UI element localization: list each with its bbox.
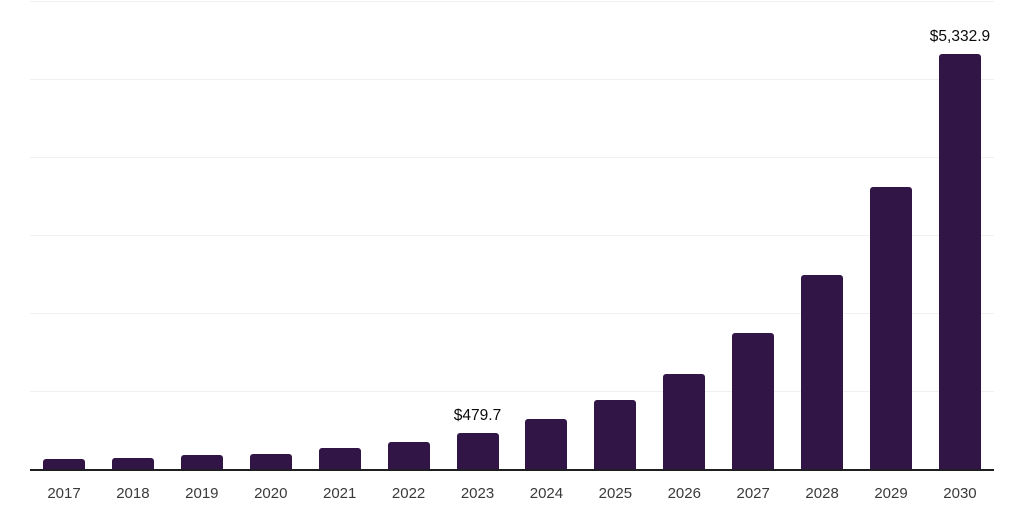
x-tick-2021: 2021	[322, 485, 357, 502]
bar-2029	[870, 186, 913, 470]
gridline-5000	[30, 79, 994, 80]
bar-2020	[249, 454, 292, 470]
x-tick-2017: 2017	[47, 485, 81, 502]
x-tick-2020: 2020	[254, 485, 288, 502]
bar-2027	[732, 332, 775, 470]
x-axis-line	[30, 469, 994, 471]
bar-2023	[456, 432, 499, 470]
gridline-3000	[30, 235, 994, 236]
plot-area: $479.7 $5,332.9	[30, 1, 994, 470]
x-tick-2018: 2018	[116, 485, 150, 502]
x-tick-2029: 2029	[874, 485, 908, 502]
bar-2030	[938, 54, 981, 470]
bar-2019	[180, 455, 223, 470]
x-tick-2023: 2023	[460, 485, 495, 502]
bar-2024	[525, 419, 568, 470]
bar-2021	[318, 448, 361, 470]
bar-2017	[43, 459, 85, 470]
gridline-1000	[30, 391, 994, 392]
x-tick-2019: 2019	[185, 485, 219, 502]
x-tick-2022: 2022	[391, 485, 426, 502]
x-tick-2030: 2030	[943, 485, 977, 502]
x-tick-2027: 2027	[736, 485, 770, 502]
bar-2018	[111, 457, 154, 470]
value-label-2023: $479.7	[453, 406, 502, 424]
bar-2026	[663, 374, 706, 470]
bar-2025	[594, 400, 637, 470]
x-tick-2024: 2024	[529, 485, 564, 502]
gridline-2000	[30, 313, 994, 314]
x-tick-2028: 2028	[805, 485, 839, 502]
x-tick-2026: 2026	[667, 485, 701, 502]
bar-2022	[387, 442, 430, 470]
value-label-2030: $5,332.9	[929, 28, 991, 46]
gridline-4000	[30, 157, 994, 158]
x-tick-2025: 2025	[598, 485, 633, 502]
gridline-6000	[30, 1, 994, 2]
bar-2028	[801, 274, 844, 470]
